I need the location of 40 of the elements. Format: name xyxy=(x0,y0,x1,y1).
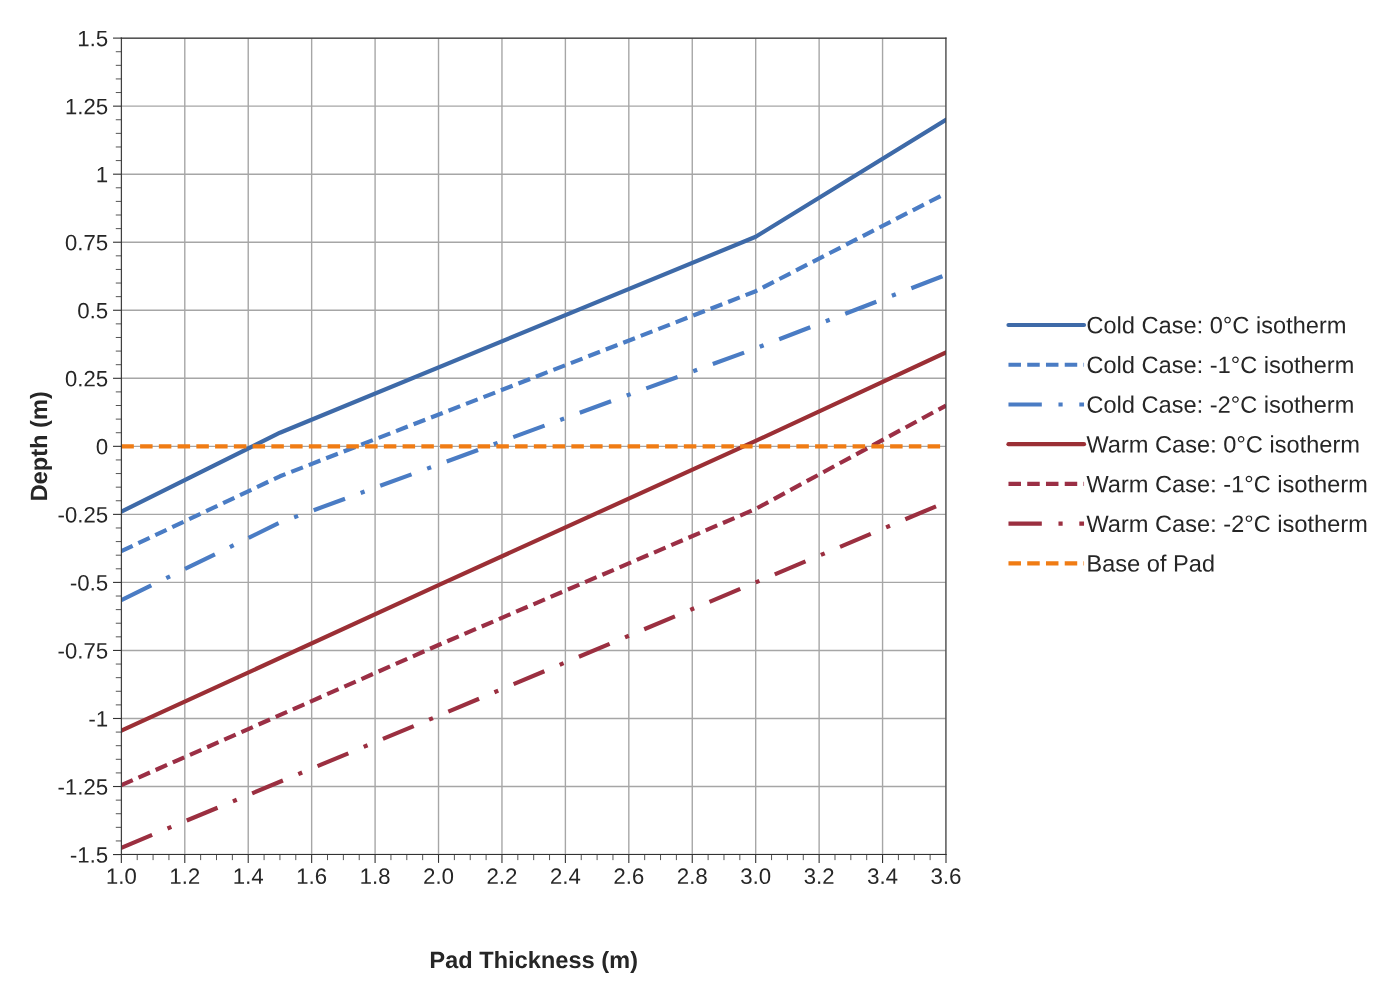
x-tick-label: 2.2 xyxy=(487,868,517,884)
x-tick-label: 1.8 xyxy=(361,868,390,885)
line-series xyxy=(121,403,946,788)
y-tick-label: -1.25 xyxy=(58,779,108,795)
legend-label: Cold Case: 0°C isotherm xyxy=(1087,316,1345,334)
x-tick-label: 3.2 xyxy=(804,868,834,885)
y-tick-label: -1.5 xyxy=(70,847,108,863)
y-tick-label: 0.5 xyxy=(78,302,108,319)
x-tick-label: 2.0 xyxy=(424,868,454,885)
y-tick-label: -0.25 xyxy=(58,506,108,523)
y-tick-label: 1 xyxy=(97,166,108,183)
line-series xyxy=(121,117,946,514)
line-series xyxy=(121,272,946,603)
y-tick-label: 1.5 xyxy=(78,30,108,47)
y-tick-label: 0.75 xyxy=(65,234,108,251)
y-tick-label: -0.5 xyxy=(70,574,108,591)
x-tick-label: 3.0 xyxy=(741,868,771,885)
legend-label: Warm Case: -2°C isotherm xyxy=(1086,514,1367,533)
legend-label: Base of Pad xyxy=(1088,554,1214,572)
x-tick-label: 1.6 xyxy=(297,868,327,885)
x-tick-label: 3.4 xyxy=(867,868,898,885)
x-tick-label: 2.6 xyxy=(614,868,644,885)
x-tick-label: 2.8 xyxy=(677,868,707,885)
y-axis-title: Depth (m) xyxy=(29,392,52,500)
legend-label: Warm Case: -1°C isotherm xyxy=(1086,475,1367,493)
x-axis-title: Pad Thickness (m) xyxy=(430,950,637,973)
legend-label: Cold Case: -1°C isotherm xyxy=(1087,355,1353,374)
legend-label: Warm Case: 0°C isotherm xyxy=(1086,435,1359,453)
x-tick-label: 2.4 xyxy=(551,868,581,884)
x-tick-label: 1.0 xyxy=(107,868,136,885)
y-tick-label: 0.25 xyxy=(65,370,108,387)
x-tick-label: 3.6 xyxy=(931,868,961,885)
y-tick-label: -1 xyxy=(89,711,108,727)
y-tick-label: -0.75 xyxy=(58,642,108,659)
y-tick-label: 0 xyxy=(96,438,108,455)
x-tick-label: 1.2 xyxy=(171,868,200,884)
legend-label: Cold Case: -2°C isotherm xyxy=(1087,395,1353,413)
y-tick-label: 1.25 xyxy=(66,98,108,115)
x-tick-label: 1.4 xyxy=(234,868,264,884)
line-series xyxy=(121,350,946,733)
